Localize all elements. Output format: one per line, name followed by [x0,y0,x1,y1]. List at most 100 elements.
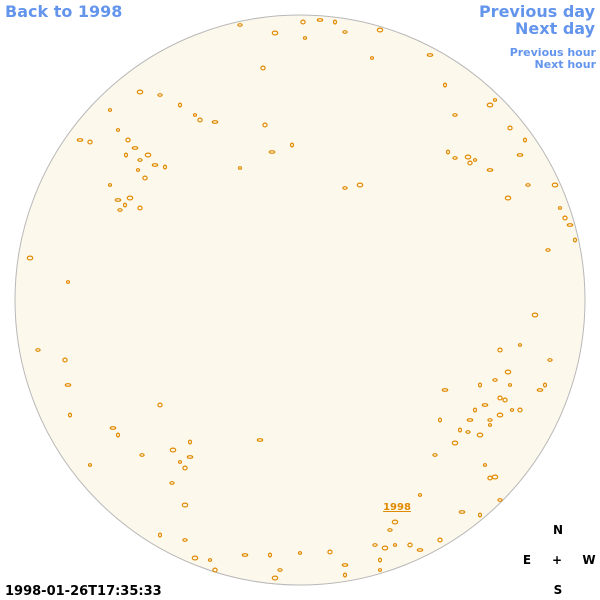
sunspot [332,19,338,25]
sunspot [376,27,384,33]
sunspot [267,552,273,558]
sunspot [109,426,117,430]
sunspot [135,168,141,172]
sunspot [482,463,488,467]
sunspot [522,137,528,143]
sunspot [126,195,134,201]
sunspot [467,160,473,166]
sunspot [437,537,443,543]
sunspot [547,358,553,362]
sunspot [137,158,143,162]
sunspot [377,568,383,572]
sunspot [491,474,499,480]
sunspot [186,455,194,459]
sunspot [417,493,423,497]
back-link[interactable]: Back to 1998 [5,2,122,21]
sunspot [64,383,72,387]
sunspot [136,89,144,95]
sunspot [122,202,128,208]
sunspot [260,65,266,71]
sunspot [157,93,163,97]
sunspot [437,417,443,423]
sunspot [442,82,448,88]
sunspot [341,563,349,567]
sunspot [572,237,578,243]
next-day-link[interactable]: Next day [515,19,596,38]
sunspot [487,423,493,427]
sunspot [441,388,449,392]
sunspot [237,166,243,170]
sunspot [369,56,375,60]
sunspot [187,439,193,445]
sunspot [416,548,424,552]
sunspot [262,122,268,128]
sunspot [466,418,474,422]
sunspot [177,102,183,108]
sunspot [191,555,199,561]
sunspot [472,407,478,413]
year-label-link[interactable]: 1998 [383,502,411,513]
sunspot [391,519,399,525]
sunspot [35,348,41,352]
sunspot [144,152,152,158]
sunspot [426,53,434,57]
sunspot [502,397,508,403]
sunspot [62,357,68,363]
sunspot [87,463,93,467]
previous-hour-link[interactable]: Previous hour [510,46,597,59]
sunspot [517,343,523,347]
sunspot [477,382,483,388]
sunspot [487,418,493,422]
sunspot [115,432,121,438]
sunspot [327,549,333,555]
sunspot [241,553,249,557]
sunspot [212,567,218,573]
next-hour-link[interactable]: Next hour [535,58,597,71]
sunspot [271,575,279,581]
sunspot [464,154,472,160]
sunspot [476,432,484,438]
sunspot [372,543,378,547]
sunspot [542,382,548,388]
sunspot [268,150,276,154]
compass-north: N [553,523,563,537]
sunspot [76,138,84,142]
sunspot [139,453,145,457]
sunspot [566,223,574,227]
sunspot [142,175,148,181]
sunspot [123,152,129,158]
previous-day-link[interactable]: Previous day [479,2,596,21]
sunspot [525,183,531,187]
sunspot [551,182,559,188]
sunspot [107,183,113,187]
sunspot [432,453,438,457]
timestamp: 1998-01-26T17:35:33 [5,584,162,599]
sunspot [117,208,123,212]
sunspot [177,460,183,464]
compass-west: W [582,553,595,567]
sunspot [256,438,264,442]
sunspot [486,168,494,172]
sunspot [237,23,243,27]
compass-south: S [554,583,563,597]
sunspot [207,558,213,562]
sunspot [342,572,348,578]
sunspot [162,164,168,170]
sunspot [545,248,551,252]
sunspot [107,108,113,112]
sunspot [300,19,306,25]
sunspot [297,551,303,555]
sunspot [67,412,73,418]
sunspot [507,125,513,131]
sunspot [181,502,189,508]
sunspot [486,102,494,108]
sunspot [192,113,198,117]
sunspot [342,186,348,190]
compass-east: E [523,553,531,567]
sunspot [531,312,539,318]
sunspot [211,120,219,124]
sunspot [115,128,121,132]
sunspots [26,18,578,581]
